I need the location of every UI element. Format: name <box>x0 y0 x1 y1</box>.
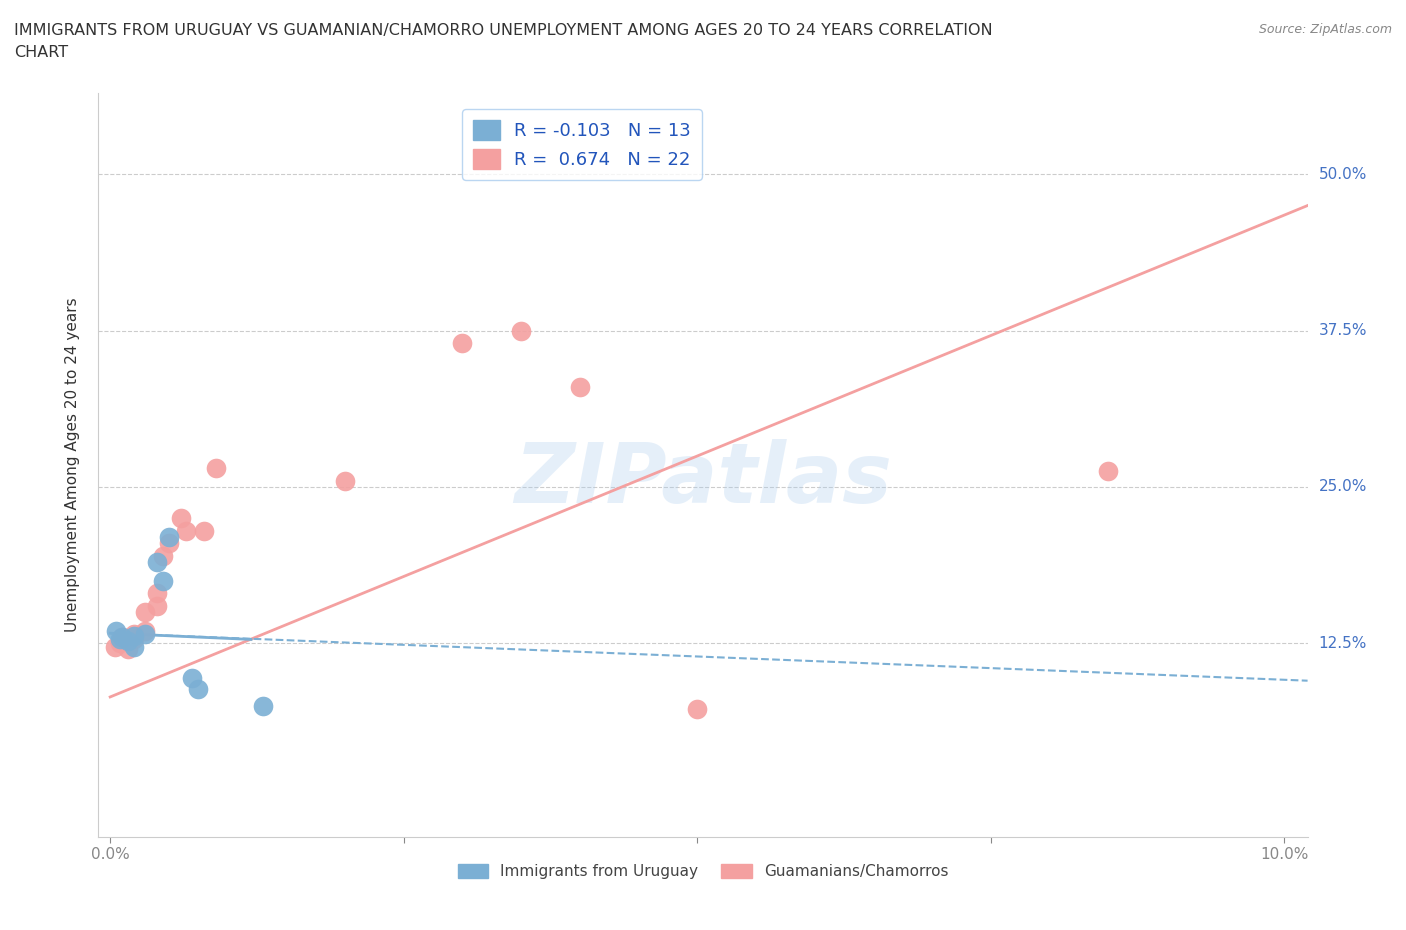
Point <box>146 598 169 613</box>
Point <box>568 379 591 394</box>
Text: IMMIGRANTS FROM URUGUAY VS GUAMANIAN/CHAMORRO UNEMPLOYMENT AMONG AGES 20 TO 24 Y: IMMIGRANTS FROM URUGUAY VS GUAMANIAN/CHA… <box>14 23 993 38</box>
Text: 37.5%: 37.5% <box>1319 323 1367 339</box>
Point <box>204 460 226 475</box>
Point <box>686 702 709 717</box>
Point <box>122 629 145 644</box>
Text: 12.5%: 12.5% <box>1319 636 1367 651</box>
Point <box>122 627 145 642</box>
Point <box>122 640 145 655</box>
Point <box>146 554 169 569</box>
Point <box>134 604 156 619</box>
Point <box>176 524 198 538</box>
Text: 50.0%: 50.0% <box>1319 166 1367 181</box>
Point <box>193 524 215 538</box>
Point <box>117 633 139 648</box>
Point <box>134 623 156 638</box>
Point <box>111 630 134 644</box>
Text: Source: ZipAtlas.com: Source: ZipAtlas.com <box>1258 23 1392 36</box>
Point <box>104 640 127 655</box>
Point <box>122 632 145 647</box>
Legend: Immigrants from Uruguay, Guamanians/Chamorros: Immigrants from Uruguay, Guamanians/Cham… <box>451 857 955 885</box>
Point <box>510 323 533 338</box>
Point <box>1097 463 1119 478</box>
Point <box>157 529 180 544</box>
Y-axis label: Unemployment Among Ages 20 to 24 years: Unemployment Among Ages 20 to 24 years <box>65 298 80 632</box>
Point <box>105 623 128 638</box>
Point <box>157 536 180 551</box>
Point <box>152 573 174 588</box>
Point <box>252 698 274 713</box>
Point <box>146 586 169 601</box>
Text: 25.0%: 25.0% <box>1319 479 1367 495</box>
Point <box>451 336 474 351</box>
Point <box>111 630 134 644</box>
Text: CHART: CHART <box>14 45 67 60</box>
Point <box>152 548 174 563</box>
Point <box>169 511 191 525</box>
Point <box>117 642 139 657</box>
Point <box>108 632 131 647</box>
Point <box>134 627 156 642</box>
Point <box>181 671 204 685</box>
Text: ZIPatlas: ZIPatlas <box>515 439 891 521</box>
Point <box>108 636 131 651</box>
Point <box>333 473 356 488</box>
Point <box>187 682 209 697</box>
